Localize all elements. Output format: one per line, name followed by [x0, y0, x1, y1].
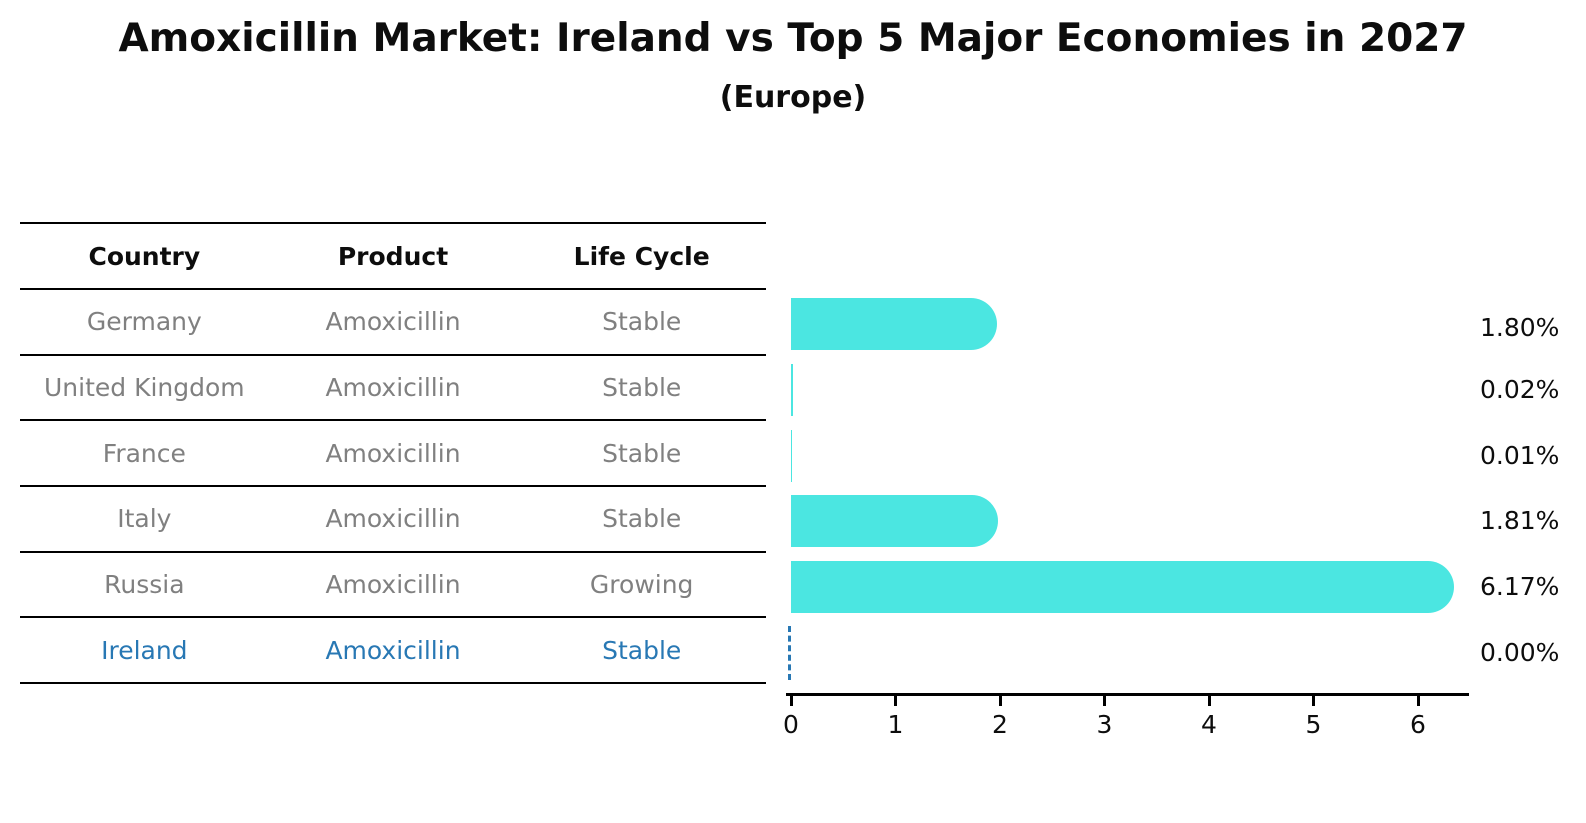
- table-row-russia: Russia Amoxicillin Growing: [20, 553, 766, 619]
- value-label-russia: 6.17%: [1480, 572, 1560, 602]
- table-row-ireland: Ireland Amoxicillin Stable: [20, 618, 766, 685]
- x-tick: [1103, 696, 1106, 706]
- value-label-italy: 1.81%: [1480, 506, 1560, 536]
- x-tick-label: 0: [783, 710, 799, 739]
- cell-life-cycle: Stable: [602, 373, 682, 403]
- x-tick: [1416, 696, 1420, 706]
- cell-life-cycle: Growing: [589, 570, 694, 600]
- table-header-product: Product: [337, 241, 449, 271]
- value-label-france: 0.01%: [1480, 440, 1560, 470]
- x-tick-label: 3: [1096, 710, 1113, 739]
- cell-product: Amoxicillin: [325, 570, 461, 600]
- x-tick-label: 1: [887, 710, 904, 739]
- bar-france: [791, 429, 793, 482]
- cell-life-cycle: Stable: [602, 504, 682, 534]
- cell-country: Ireland: [101, 635, 188, 665]
- cell-product: Amoxicillin: [325, 373, 461, 403]
- x-axis-line: [786, 693, 1469, 696]
- bar-united-kingdom: [791, 363, 794, 416]
- x-tick-label: 4: [1201, 710, 1217, 739]
- bar-germany: [791, 298, 998, 350]
- bar-italy: [791, 495, 999, 548]
- cell-country: Italy: [117, 504, 172, 534]
- x-tick-label: 2: [992, 710, 1008, 739]
- value-label-germany: 1.80%: [1480, 313, 1560, 342]
- ireland-zero-marker-dashed-line: [788, 626, 791, 681]
- table-row-italy: Italy Amoxicillin Stable: [20, 487, 766, 553]
- cell-country: France: [102, 438, 186, 468]
- cell-country: United Kingdom: [44, 373, 245, 403]
- table-row-france: France Amoxicillin Stable: [20, 421, 766, 488]
- x-tick-label: 6: [1410, 710, 1426, 739]
- cell-product: Amoxicillin: [325, 504, 461, 534]
- x-tick: [1312, 696, 1315, 706]
- country-table: Country Product Life Cycle Germany Amoxi…: [20, 222, 766, 685]
- cell-life-cycle: Stable: [602, 307, 682, 337]
- table-header-life-cycle: Life Cycle: [573, 241, 710, 271]
- cell-life-cycle: Stable: [602, 438, 682, 468]
- chart-title: Amoxicillin Market: Ireland vs Top 5 Maj…: [118, 16, 1468, 61]
- value-label-ireland: 0.00%: [1480, 638, 1560, 668]
- value-label-united-kingdom: 0.02%: [1480, 374, 1560, 404]
- x-tick: [894, 696, 897, 706]
- x-tick: [789, 696, 793, 706]
- cell-product: Amoxicillin: [325, 438, 461, 468]
- table-row-united-kingdom: United Kingdom Amoxicillin Stable: [20, 356, 766, 422]
- cell-product: Amoxicillin: [325, 307, 461, 337]
- table-header-country: Country: [88, 241, 201, 271]
- bar-russia: [791, 561, 1454, 614]
- x-tick: [998, 696, 1002, 706]
- cell-country: Germany: [86, 307, 202, 337]
- cell-product: Amoxicillin: [325, 635, 461, 665]
- table-header-row: Country Product Life Cycle: [20, 224, 766, 290]
- table-row-germany: Germany Amoxicillin Stable: [20, 290, 766, 356]
- cell-life-cycle: Stable: [602, 635, 682, 665]
- x-tick-label: 5: [1305, 710, 1322, 739]
- chart-subtitle: (Europe): [719, 80, 867, 115]
- x-tick: [1207, 696, 1211, 706]
- cell-country: Russia: [104, 570, 185, 600]
